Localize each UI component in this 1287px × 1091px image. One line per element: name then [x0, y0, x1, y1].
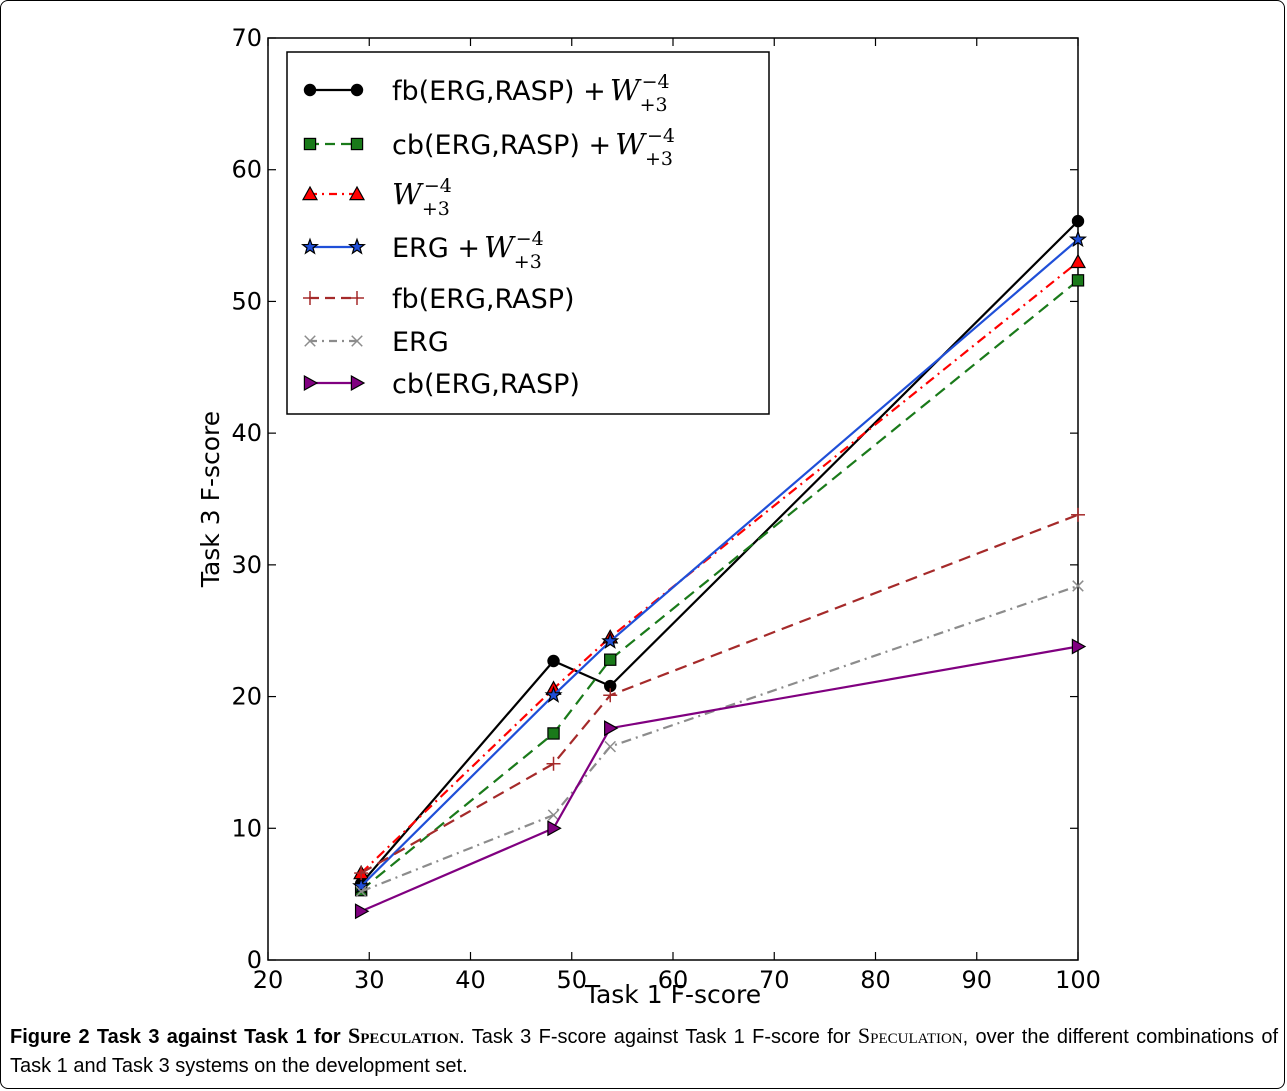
legend-entry-1: cb(ERG,RASP) + W −4 +3 [303, 125, 675, 170]
caption-text-smallcaps: Speculation [857, 1023, 963, 1048]
x-tick-label-7: 90 [961, 966, 992, 994]
data-point-4-1 [546, 756, 561, 771]
data-point-1-2 [604, 653, 617, 666]
series-line-2 [360, 261, 1079, 874]
series-4 [354, 507, 1085, 881]
data-point-0-1 [547, 654, 560, 668]
data-point-6-2 [604, 720, 619, 737]
legend-marker-end-6 [350, 374, 366, 392]
series-line-4 [360, 513, 1079, 875]
legend-box [286, 51, 770, 415]
x-tick-label-6: 80 [860, 966, 891, 994]
x-tick-label-8: 100 [1055, 966, 1101, 994]
y-tick-label-6: 60 [231, 156, 262, 184]
legend-marker-end-0 [350, 83, 364, 97]
legend-marker-end-2 [348, 185, 366, 201]
data-point-2-3 [1069, 253, 1087, 269]
data-point-1-3 [1071, 274, 1085, 287]
x-tick-label-0: 20 [253, 966, 284, 994]
legend-math-1: W −4 +3 [615, 125, 675, 170]
data-point-5-3 [1072, 580, 1084, 592]
series-3 [352, 230, 1088, 894]
series-line-5 [360, 584, 1079, 893]
x-tick-label-1: 30 [354, 966, 385, 994]
legend-math-2: W −4 +3 [392, 175, 452, 220]
legend-entry-5: ERG [304, 327, 449, 358]
caption-text-1: . Task 3 F-score against Task 1 F-score … [459, 1026, 858, 1048]
legend-marker-start-1 [303, 137, 317, 151]
series-line-1 [360, 279, 1079, 892]
legend-entry-3: ERG + W −4 +3 [300, 228, 544, 273]
legend-entry-6: cb(ERG,RASP) [303, 369, 580, 400]
y-tick-label-7: 70 [231, 24, 262, 52]
legend-label-3: ERG + [392, 233, 480, 264]
y-tick-label-0: 0 [247, 946, 262, 974]
legend-label-4: fb(ERG,RASP) [392, 284, 575, 315]
data-point-4-0 [354, 866, 369, 881]
legend-marker-start-4 [303, 291, 317, 305]
data-point-6-0 [354, 903, 370, 920]
legend-marker-end-4 [350, 291, 364, 305]
y-axis-label: Task 3 F-score [196, 411, 225, 588]
x-tick-label-4: 60 [658, 966, 689, 994]
caption-label-smallcaps: Speculation [348, 1023, 460, 1048]
series-line-3 [360, 238, 1079, 887]
legend: fb(ERG,RASP) + W −4 +3cb(ERG,RASP) + W −4 +3… [286, 51, 770, 415]
legend-label-0: fb(ERG,RASP) + [392, 76, 606, 107]
x-axis-label: Task 1 F-score [584, 980, 761, 1009]
legend-marker-start-0 [303, 83, 317, 97]
y-tick-label-2: 20 [231, 683, 262, 711]
y-tick-label-3: 30 [231, 551, 262, 579]
caption-text-2: , over the different combinations of Tas… [10, 1026, 1278, 1077]
legend-entry-0: fb(ERG,RASP) + W −4 +3 [303, 71, 670, 116]
legend-marker-end-3 [347, 237, 367, 255]
series-line-0 [360, 220, 1079, 885]
caption-label: Figure 2 Task 3 against Task 1 for [10, 1026, 349, 1048]
legend-marker-start-2 [301, 185, 319, 201]
legend-math-3: W −4 +3 [484, 228, 544, 273]
legend-label-1: cb(ERG,RASP) + [392, 130, 611, 161]
data-point-6-3 [1071, 638, 1087, 655]
data-point-3-2 [601, 631, 620, 649]
data-point-0-3 [1071, 214, 1085, 228]
legend-marker-start-5 [304, 335, 316, 347]
series-6 [354, 638, 1087, 920]
legend-marker-start-3 [300, 237, 320, 255]
data-point-4-3 [1071, 507, 1085, 522]
data-point-3-3 [1068, 230, 1088, 248]
legend-label-6: cb(ERG,RASP) [392, 369, 580, 400]
x-tick-label-2: 40 [455, 966, 486, 994]
y-tick-label-1: 10 [231, 814, 262, 842]
figure-caption: Figure 2 Task 3 against Task 1 for Specu… [10, 1021, 1278, 1081]
data-point-1-1 [547, 727, 560, 740]
x-tick-label-5: 70 [759, 966, 790, 994]
data-point-5-2 [604, 740, 617, 753]
legend-label-5: ERG [392, 327, 449, 358]
data-point-3-1 [544, 685, 563, 703]
data-point-5-1 [547, 809, 560, 821]
data-point-5-0 [355, 885, 367, 898]
series-line-6 [360, 645, 1079, 913]
legend-entry-2: W −4 +3 [301, 175, 452, 220]
data-point-3-0 [352, 876, 371, 894]
y-tick-label-4: 40 [231, 419, 262, 447]
legend-entry-4: fb(ERG,RASP) [303, 284, 575, 315]
series-5 [355, 580, 1084, 898]
data-point-4-2 [603, 688, 618, 703]
legend-math-0: W −4 +3 [610, 71, 670, 116]
legend-marker-end-1 [350, 137, 364, 151]
legend-marker-end-5 [351, 335, 363, 347]
x-tick-label-3: 50 [556, 966, 587, 994]
legend-marker-start-6 [303, 374, 319, 392]
y-tick-label-5: 50 [231, 287, 262, 315]
data-point-6-1 [547, 820, 562, 837]
